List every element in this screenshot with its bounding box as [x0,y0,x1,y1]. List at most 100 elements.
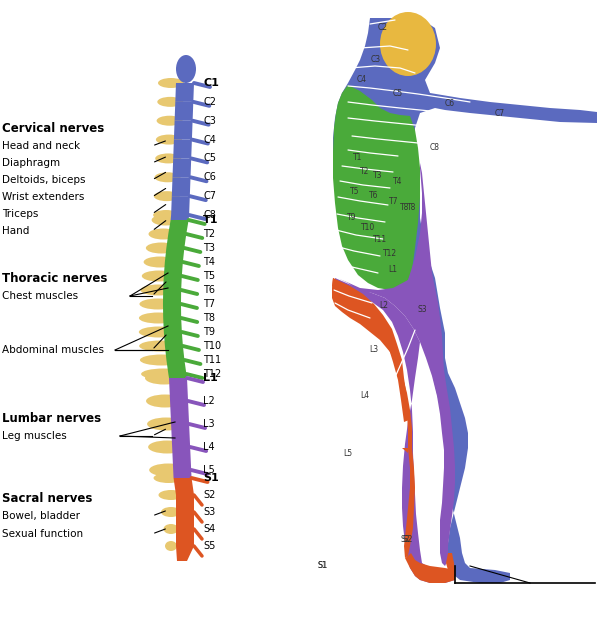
Text: C1: C1 [203,78,219,88]
Polygon shape [172,447,191,470]
Polygon shape [168,220,188,234]
Ellipse shape [154,473,184,483]
Polygon shape [174,121,193,140]
Polygon shape [163,290,181,304]
Text: S3: S3 [417,305,427,315]
Text: S2: S2 [400,536,410,544]
Polygon shape [169,378,188,401]
Polygon shape [332,278,409,422]
Polygon shape [171,196,190,215]
Ellipse shape [147,418,185,431]
Ellipse shape [157,116,182,125]
Polygon shape [166,360,187,374]
Text: C6: C6 [445,98,455,108]
Ellipse shape [165,541,177,551]
Text: T8: T8 [407,203,416,213]
Ellipse shape [139,298,176,310]
Polygon shape [335,278,455,583]
Text: Lumbar nerves: Lumbar nerves [2,412,101,425]
Polygon shape [173,140,192,158]
Text: T12: T12 [203,369,221,379]
Text: T6: T6 [203,285,215,295]
Ellipse shape [156,135,182,145]
Ellipse shape [176,55,196,83]
Polygon shape [173,478,194,495]
Text: C4: C4 [203,135,216,145]
Ellipse shape [140,355,183,365]
Polygon shape [176,546,194,561]
Text: Chest muscles: Chest muscles [2,291,78,301]
Polygon shape [163,304,181,318]
Text: T1: T1 [203,215,218,225]
Polygon shape [175,102,193,121]
Ellipse shape [142,271,176,282]
Text: L5: L5 [203,465,215,475]
Polygon shape [446,553,455,573]
Text: S1: S1 [317,562,327,570]
Polygon shape [165,346,184,360]
Text: Deltoids, biceps: Deltoids, biceps [2,175,86,185]
Text: Thoracic nerves: Thoracic nerves [2,271,107,284]
Ellipse shape [143,256,176,268]
Polygon shape [164,332,183,346]
Text: C6: C6 [203,172,216,182]
Polygon shape [175,83,194,102]
Text: T8: T8 [203,313,215,323]
Polygon shape [176,512,194,529]
Text: Sexual function: Sexual function [2,529,83,539]
Text: S5: S5 [203,541,215,551]
Text: L1: L1 [389,266,398,274]
Ellipse shape [149,464,187,476]
Polygon shape [333,85,420,290]
Text: Abdominal muscles: Abdominal muscles [2,345,104,355]
Ellipse shape [158,78,184,88]
Polygon shape [170,401,189,424]
Text: T9: T9 [203,327,215,337]
Text: C8: C8 [203,210,216,220]
Ellipse shape [161,507,181,517]
Text: T3: T3 [373,172,383,180]
Text: C2: C2 [378,23,388,33]
Text: Head and neck: Head and neck [2,141,80,151]
Ellipse shape [141,368,185,379]
Ellipse shape [146,394,184,407]
Text: L4: L4 [361,391,370,400]
Text: T4: T4 [203,257,215,267]
Polygon shape [165,248,184,262]
Text: S4: S4 [203,524,215,534]
Polygon shape [163,318,182,332]
Polygon shape [405,553,455,583]
Text: T12: T12 [383,250,397,258]
Ellipse shape [380,12,436,76]
Text: T11: T11 [373,235,387,245]
Text: T5: T5 [350,187,360,197]
Text: T3: T3 [203,243,215,253]
Text: Hand: Hand [2,226,29,236]
Ellipse shape [155,153,181,163]
Text: L2: L2 [203,396,215,406]
Text: L1: L1 [203,373,218,383]
Polygon shape [176,495,194,512]
Text: C7: C7 [495,109,505,117]
Text: T8: T8 [400,203,410,213]
Text: C8: C8 [430,143,440,153]
Ellipse shape [139,341,181,352]
Text: T4: T4 [393,177,403,187]
Text: S1: S1 [203,473,219,483]
Text: S2: S2 [203,490,215,500]
Text: S1: S1 [318,562,329,570]
Text: Diaphragm: Diaphragm [2,158,60,168]
Text: T2: T2 [203,229,215,239]
Text: C2: C2 [203,97,216,107]
Text: C4: C4 [357,75,367,85]
Text: C7: C7 [203,191,216,201]
Text: L4: L4 [203,442,215,452]
Text: L3: L3 [370,345,379,355]
Text: Wrist extenders: Wrist extenders [2,192,85,202]
Text: T6: T6 [369,192,379,200]
Text: L3: L3 [203,419,215,429]
Polygon shape [173,158,191,177]
Ellipse shape [154,191,180,201]
Text: C5: C5 [203,153,216,163]
Polygon shape [166,234,186,248]
